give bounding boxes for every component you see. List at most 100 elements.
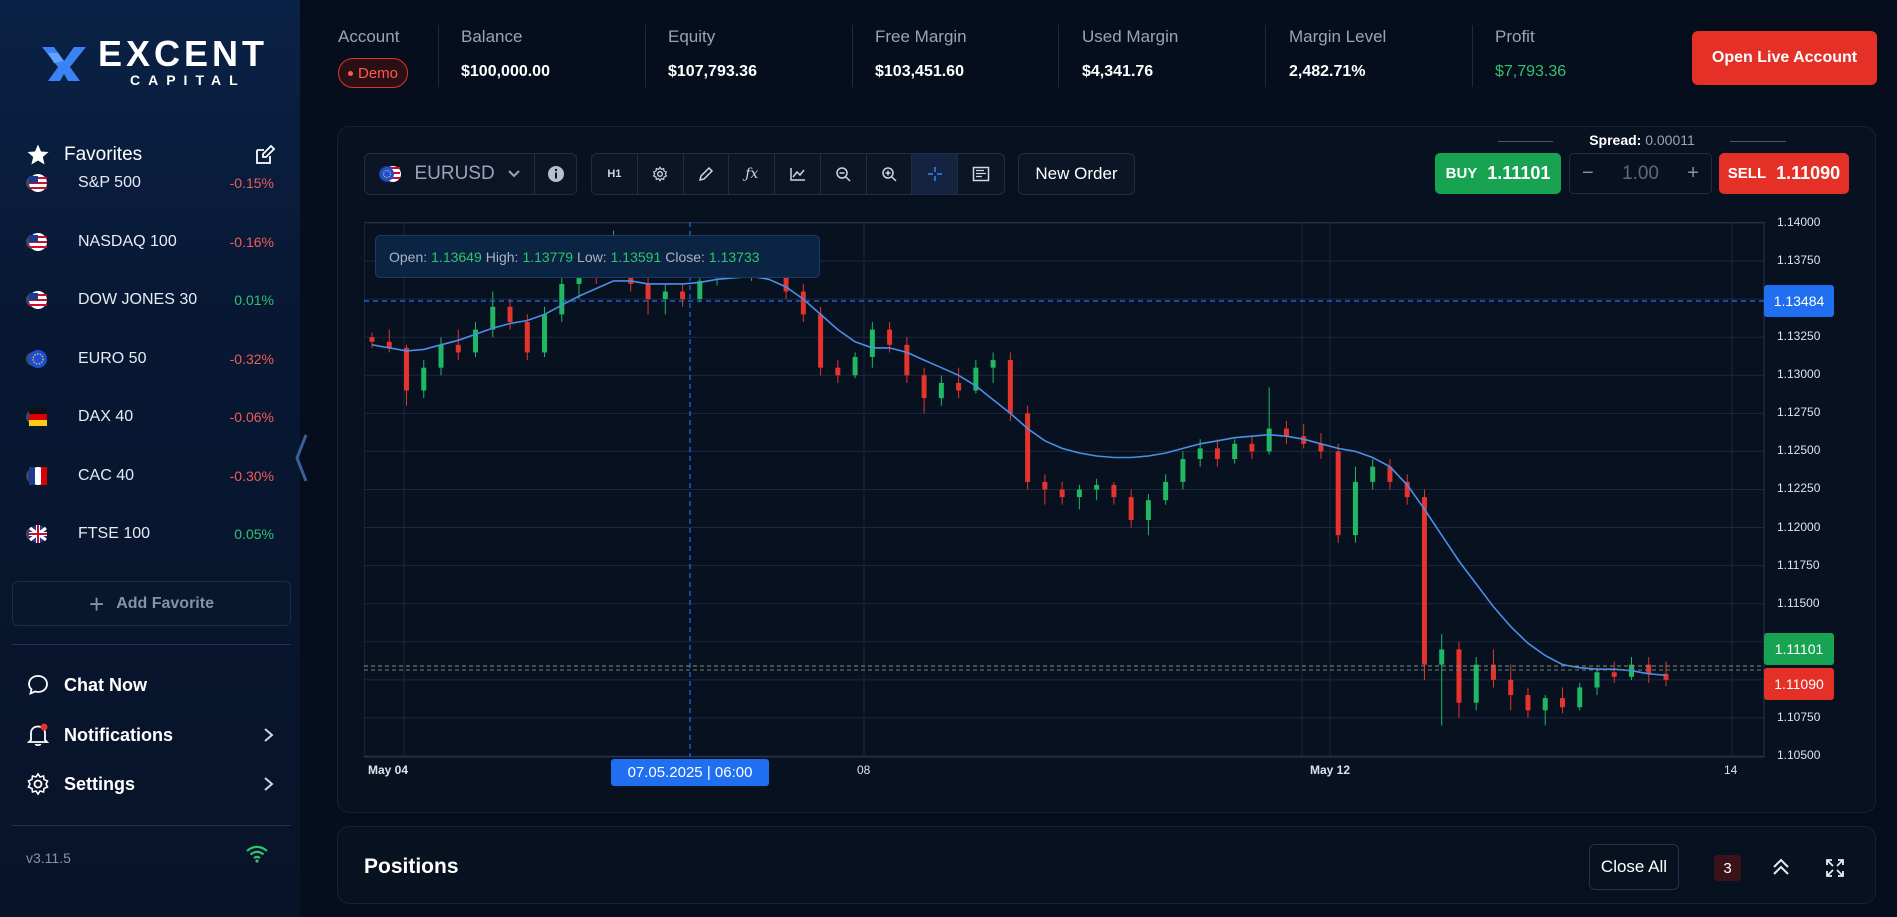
- candle-body: [1663, 673, 1669, 680]
- zoom-out-button[interactable]: [821, 154, 867, 194]
- favorite-item[interactable]: DOW JONES 30 0.01%: [26, 280, 274, 320]
- timeframe-button[interactable]: H1: [592, 154, 638, 194]
- favorite-item[interactable]: DAX 40 -0.06%: [26, 397, 274, 437]
- expand-up-icon[interactable]: [1771, 857, 1791, 877]
- x-tick-label: May 04: [368, 763, 409, 777]
- decrease-quantity-button[interactable]: −: [1582, 162, 1594, 184]
- increase-quantity-button[interactable]: +: [1687, 162, 1699, 184]
- candle-body: [455, 344, 461, 353]
- flag-eu-us-icon: [379, 166, 402, 182]
- account-label: Account: [338, 27, 400, 46]
- collapse-sidebar-icon[interactable]: [292, 432, 310, 484]
- candle-body: [1421, 497, 1427, 665]
- equity-label: Equity: [668, 27, 716, 46]
- divider: [438, 25, 439, 87]
- candle-body: [1025, 413, 1031, 482]
- profit-value: $7,793.36: [1495, 63, 1567, 80]
- fullscreen-icon[interactable]: [1825, 858, 1845, 878]
- star-icon: [27, 144, 49, 165]
- buy-button[interactable]: BUY 1.11101: [1435, 153, 1561, 194]
- candle-body: [1076, 489, 1082, 498]
- chart-type-button[interactable]: [775, 154, 821, 194]
- add-favorite-label: Add Favorite: [116, 594, 214, 612]
- divider: [1498, 141, 1553, 142]
- candle-body: [1128, 497, 1134, 520]
- candle-body: [1508, 679, 1514, 696]
- y-tick-label: 1.10500: [1777, 747, 1821, 762]
- crosshair-button[interactable]: [912, 154, 959, 194]
- candle-body: [1490, 664, 1496, 680]
- function-icon: ƒx: [745, 166, 759, 182]
- chart-tools-group: H1 ƒx: [591, 153, 1005, 195]
- add-favorite-button[interactable]: + Add Favorite: [12, 581, 291, 626]
- draw-tool-button[interactable]: [684, 154, 730, 194]
- open-live-account-button[interactable]: Open Live Account: [1692, 31, 1877, 85]
- equity-value: $107,793.36: [668, 63, 757, 80]
- y-tick-label: 1.13000: [1777, 367, 1821, 382]
- candle-body: [524, 321, 530, 353]
- candle-body: [1456, 649, 1462, 703]
- plus-icon: +: [89, 588, 105, 619]
- settings-link[interactable]: Settings: [26, 767, 276, 801]
- price-chart[interactable]: [364, 222, 1765, 758]
- sidebar: EXCENT CAPITAL Favorites S&P 500 -0.15% NA…: [0, 0, 300, 917]
- candle-body: [1352, 481, 1358, 536]
- sell-price: 1.11090: [1776, 163, 1841, 183]
- favorites-header: Favorites: [26, 140, 276, 170]
- layout-button[interactable]: [958, 154, 1004, 194]
- favorite-change: -0.32%: [229, 350, 274, 367]
- candle-body: [990, 360, 996, 368]
- ohlc-high-value: 1.13779: [522, 248, 574, 265]
- buy-label: BUY: [1445, 165, 1478, 182]
- candle-body: [542, 314, 548, 353]
- candle-body: [559, 283, 565, 315]
- sell-label: SELL: [1727, 165, 1767, 182]
- y-tick-label: 1.13250: [1777, 329, 1821, 344]
- spread-display: Spread: 0.00011: [1498, 132, 1786, 150]
- flag-us-icon: [26, 232, 47, 251]
- spread-value: 0.00011: [1645, 132, 1695, 148]
- quantity-value[interactable]: 1.00: [1622, 162, 1659, 184]
- favorite-item[interactable]: FTSE 100 0.05%: [26, 514, 274, 554]
- balance-value: $100,000.00: [461, 63, 550, 80]
- favorite-item[interactable]: S&P 500 -0.15%: [26, 163, 274, 203]
- ohlc-close-label: Close:: [665, 248, 705, 265]
- flag-gb-icon: [26, 525, 47, 543]
- ohlc-low-label: Low:: [577, 248, 607, 265]
- favorite-item[interactable]: EURO 50 -0.32%: [26, 339, 274, 379]
- buy-price-tag: 1.11101: [1764, 633, 1834, 665]
- ohlc-low-value: 1.13591: [610, 248, 662, 265]
- brand-logo[interactable]: EXCENT CAPITAL: [40, 36, 268, 87]
- account-mode: Demo: [358, 64, 399, 82]
- symbol-info-button[interactable]: [535, 154, 576, 194]
- flag-us-icon: [26, 291, 47, 309]
- sell-button[interactable]: SELL 1.11090: [1719, 153, 1849, 194]
- edit-icon[interactable]: [254, 144, 276, 166]
- chevron-down-icon: [507, 170, 520, 178]
- divider: [1058, 25, 1059, 87]
- divider: [645, 25, 646, 87]
- candle-body: [1214, 448, 1220, 460]
- settings-label: Settings: [64, 773, 136, 794]
- notifications-link[interactable]: Notifications: [26, 718, 276, 752]
- favorite-item[interactable]: CAC 40 -0.30%: [26, 456, 274, 496]
- candle-body: [1197, 448, 1203, 460]
- new-order-button[interactable]: New Order: [1018, 153, 1135, 195]
- used-margin-value: $4,341.76: [1082, 63, 1154, 80]
- chat-now-link[interactable]: Chat Now: [26, 668, 276, 702]
- candle-body: [956, 382, 962, 391]
- symbol-selector[interactable]: EURUSD: [365, 154, 536, 194]
- candle-body: [697, 280, 703, 300]
- favorite-name: FTSE 100: [78, 525, 151, 542]
- chart-settings-button[interactable]: [638, 154, 684, 194]
- candle-body: [1163, 481, 1169, 501]
- zoom-in-button[interactable]: [867, 154, 913, 194]
- crosshair-price-label: 1.13484: [1764, 285, 1834, 317]
- candle-body: [386, 341, 392, 348]
- close-all-button[interactable]: Close All: [1589, 844, 1679, 890]
- indicators-button[interactable]: ƒx: [729, 154, 776, 194]
- gear-icon: [653, 166, 668, 182]
- divider: [12, 825, 291, 826]
- favorite-item[interactable]: NASDAQ 100 -0.16%: [26, 222, 274, 262]
- account-mode-badge[interactable]: Demo: [338, 58, 409, 88]
